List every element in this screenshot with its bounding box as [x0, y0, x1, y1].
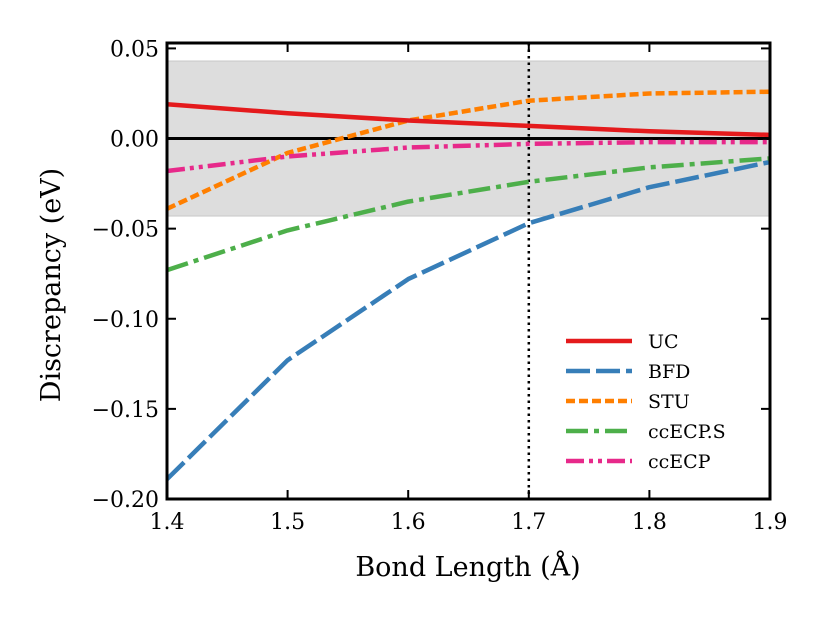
legend: UC BFD STU ccECP.S ccECP [566, 331, 726, 473]
x-tick-label: 1.7 [511, 510, 546, 535]
x-tick-label: 1.9 [753, 510, 788, 535]
legend-label: ccECP.S [648, 421, 726, 443]
plot-area [165, 41, 772, 501]
x-tick-labels: 1.4 1.5 1.6 1.7 1.8 1.9 [150, 510, 788, 535]
ticks-group [166, 43, 771, 500]
y-tick-label: 0.05 [110, 37, 159, 62]
y-tick-label: −0.20 [92, 488, 159, 513]
y-tick-label: −0.05 [92, 218, 159, 243]
legend-label: STU [648, 391, 690, 413]
x-tick-label: 1.4 [150, 510, 185, 535]
series-line-uc [166, 102, 771, 138]
series-line-ccecp-s [166, 156, 771, 273]
series-line-ccecp [166, 139, 770, 174]
legend-label: BFD [648, 361, 690, 383]
y-axis-label: Discrepancy (eV) [36, 168, 67, 402]
series-line-stu [166, 89, 771, 211]
x-axis-label: Bond Length (Å) [355, 550, 580, 583]
legend-label: UC [648, 331, 679, 353]
x-tick-label: 1.5 [270, 510, 305, 535]
y-tick-label: −0.10 [92, 308, 159, 333]
legend-label: ccECP [648, 451, 711, 473]
plot-frame [165, 41, 772, 501]
series-group [165, 89, 771, 481]
series-line-bfd [165, 159, 771, 481]
x-tick-label: 1.6 [391, 510, 426, 535]
x-tick-label: 1.8 [632, 510, 667, 535]
y-tick-label: 0.00 [110, 128, 159, 153]
y-tick-labels: 0.05 0.00 −0.05 −0.10 −0.15 −0.20 [92, 37, 159, 513]
y-tick-label: −0.15 [92, 398, 159, 423]
